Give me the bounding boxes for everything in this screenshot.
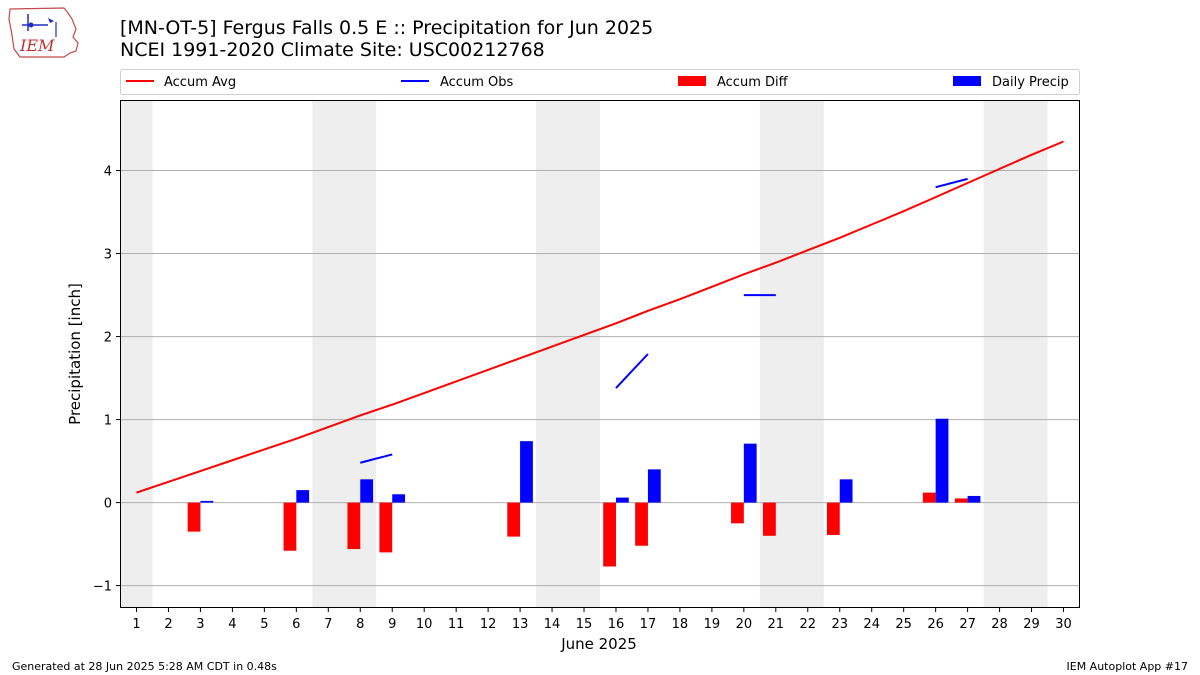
y-tick-label: 2 bbox=[104, 331, 112, 346]
legend-daily-precip-label: Daily Precip bbox=[992, 75, 1069, 90]
y-tick-label: 3 bbox=[104, 248, 112, 263]
accum-diff-bar bbox=[379, 502, 393, 553]
accum-diff-bar bbox=[954, 498, 968, 503]
legend-accum-obs-label: Accum Obs bbox=[440, 75, 513, 90]
gridlines bbox=[120, 170, 1080, 587]
y-tick-label: −1 bbox=[93, 580, 112, 595]
x-tick-label: 4 bbox=[228, 617, 236, 632]
x-tick-label: 27 bbox=[959, 617, 976, 632]
logo-text: IEM bbox=[19, 36, 55, 55]
accum-diff-bar bbox=[507, 502, 521, 537]
x-tick-label: 17 bbox=[640, 617, 657, 632]
x-tick-label: 28 bbox=[991, 617, 1008, 632]
accum-obs-line bbox=[360, 453, 393, 464]
x-tick-label: 1 bbox=[132, 617, 140, 632]
x-tick-label: 26 bbox=[927, 617, 944, 632]
x-tick-label: 11 bbox=[448, 617, 465, 632]
app-label: IEM Autoplot App #17 bbox=[1066, 660, 1189, 673]
weekend-shade-band bbox=[983, 100, 1048, 608]
x-tick-label: 6 bbox=[292, 617, 300, 632]
legend-daily-precip-swatch bbox=[953, 76, 981, 86]
x-tick-label: 24 bbox=[863, 617, 880, 632]
accum-diff-bar bbox=[603, 502, 616, 567]
x-tick-label: 30 bbox=[1055, 617, 1072, 632]
x-tick-label: 21 bbox=[768, 617, 785, 632]
x-tick-label: 16 bbox=[608, 617, 625, 632]
legend-accum-diff-label: Accum Diff bbox=[717, 75, 789, 90]
x-tick-label: 3 bbox=[196, 617, 204, 632]
weekend-shade-band bbox=[536, 100, 600, 608]
accum-diff-bar bbox=[187, 502, 201, 532]
daily-precip-bar bbox=[392, 494, 406, 503]
iem-logo: IEM bbox=[8, 7, 79, 58]
legend-accum-avg-label: Accum Avg bbox=[164, 75, 236, 90]
iowa-outline-icon bbox=[8, 7, 79, 58]
weekend-shade-band bbox=[312, 100, 377, 608]
daily-precip-bar bbox=[647, 469, 661, 503]
x-tick-label: 7 bbox=[324, 617, 332, 632]
generated-timestamp: Generated at 28 Jun 2025 5:28 AM CDT in … bbox=[12, 660, 277, 673]
daily-precip-bar bbox=[743, 443, 757, 503]
y-tick-label: 0 bbox=[104, 497, 112, 512]
daily-precip-bar bbox=[615, 497, 629, 503]
daily-precip-bar bbox=[360, 479, 374, 503]
x-tick-label: 25 bbox=[895, 617, 912, 632]
chart-title: [MN-OT-5] Fergus Falls 0.5 E :: Precipit… bbox=[120, 17, 654, 39]
legend-box bbox=[120, 69, 1080, 95]
x-tick-label: 12 bbox=[480, 617, 497, 632]
x-tick-label: 18 bbox=[672, 617, 689, 632]
accum-diff-bar bbox=[826, 502, 840, 535]
daily-precip-bar bbox=[967, 495, 981, 503]
y-tick-label: 1 bbox=[104, 414, 112, 429]
accum-diff-bar bbox=[635, 502, 648, 546]
legend: Accum Avg Accum Obs Accum Diff Daily Pre… bbox=[120, 69, 1080, 95]
x-tick-label: 29 bbox=[1023, 617, 1040, 632]
daily-precip-bar bbox=[839, 479, 853, 503]
lines bbox=[136, 140, 1064, 494]
accum-diff-bar bbox=[731, 502, 744, 524]
accum-diff-bar bbox=[922, 492, 936, 503]
x-tick-label: 23 bbox=[831, 617, 848, 632]
daily-precip-bar bbox=[296, 490, 310, 503]
accum-diff-bar bbox=[763, 502, 776, 536]
x-tick-label: 2 bbox=[164, 617, 172, 632]
chart-subtitle: NCEI 1991-2020 Climate Site: USC00212768 bbox=[120, 39, 545, 61]
accum-avg-line bbox=[136, 140, 1064, 494]
x-tick-label: 9 bbox=[388, 617, 396, 632]
x-tick-label: 10 bbox=[416, 617, 433, 632]
weekend-shading bbox=[120, 100, 1048, 608]
accum-obs-line bbox=[935, 177, 968, 189]
x-tick-label: 19 bbox=[704, 617, 721, 632]
x-tick-label: 20 bbox=[736, 617, 753, 632]
x-tick-label: 22 bbox=[800, 617, 817, 632]
weather-vane-cup bbox=[48, 18, 54, 23]
legend-accum-diff-swatch bbox=[678, 76, 706, 86]
daily-precip-bar bbox=[935, 418, 949, 503]
x-tick-label: 14 bbox=[544, 617, 561, 632]
accum-obs-line bbox=[615, 353, 649, 389]
daily-precip-bar bbox=[520, 441, 533, 503]
weekend-shade-band bbox=[120, 100, 153, 608]
accum-diff-bar bbox=[347, 502, 361, 550]
accum-diff-bar bbox=[283, 502, 297, 551]
y-axis-label: Precipitation [inch] bbox=[66, 283, 84, 425]
x-tick-label: 8 bbox=[356, 617, 364, 632]
x-axis-label: June 2025 bbox=[560, 635, 637, 653]
daily-precip-bar bbox=[200, 500, 214, 503]
y-tick-label: 4 bbox=[104, 165, 112, 180]
x-tick-label: 5 bbox=[260, 617, 268, 632]
bars bbox=[187, 418, 981, 567]
weather-vane-hub bbox=[28, 22, 34, 28]
x-tick-label: 13 bbox=[512, 617, 529, 632]
x-tick-label: 15 bbox=[576, 617, 593, 632]
plot-frame bbox=[120, 100, 1080, 608]
